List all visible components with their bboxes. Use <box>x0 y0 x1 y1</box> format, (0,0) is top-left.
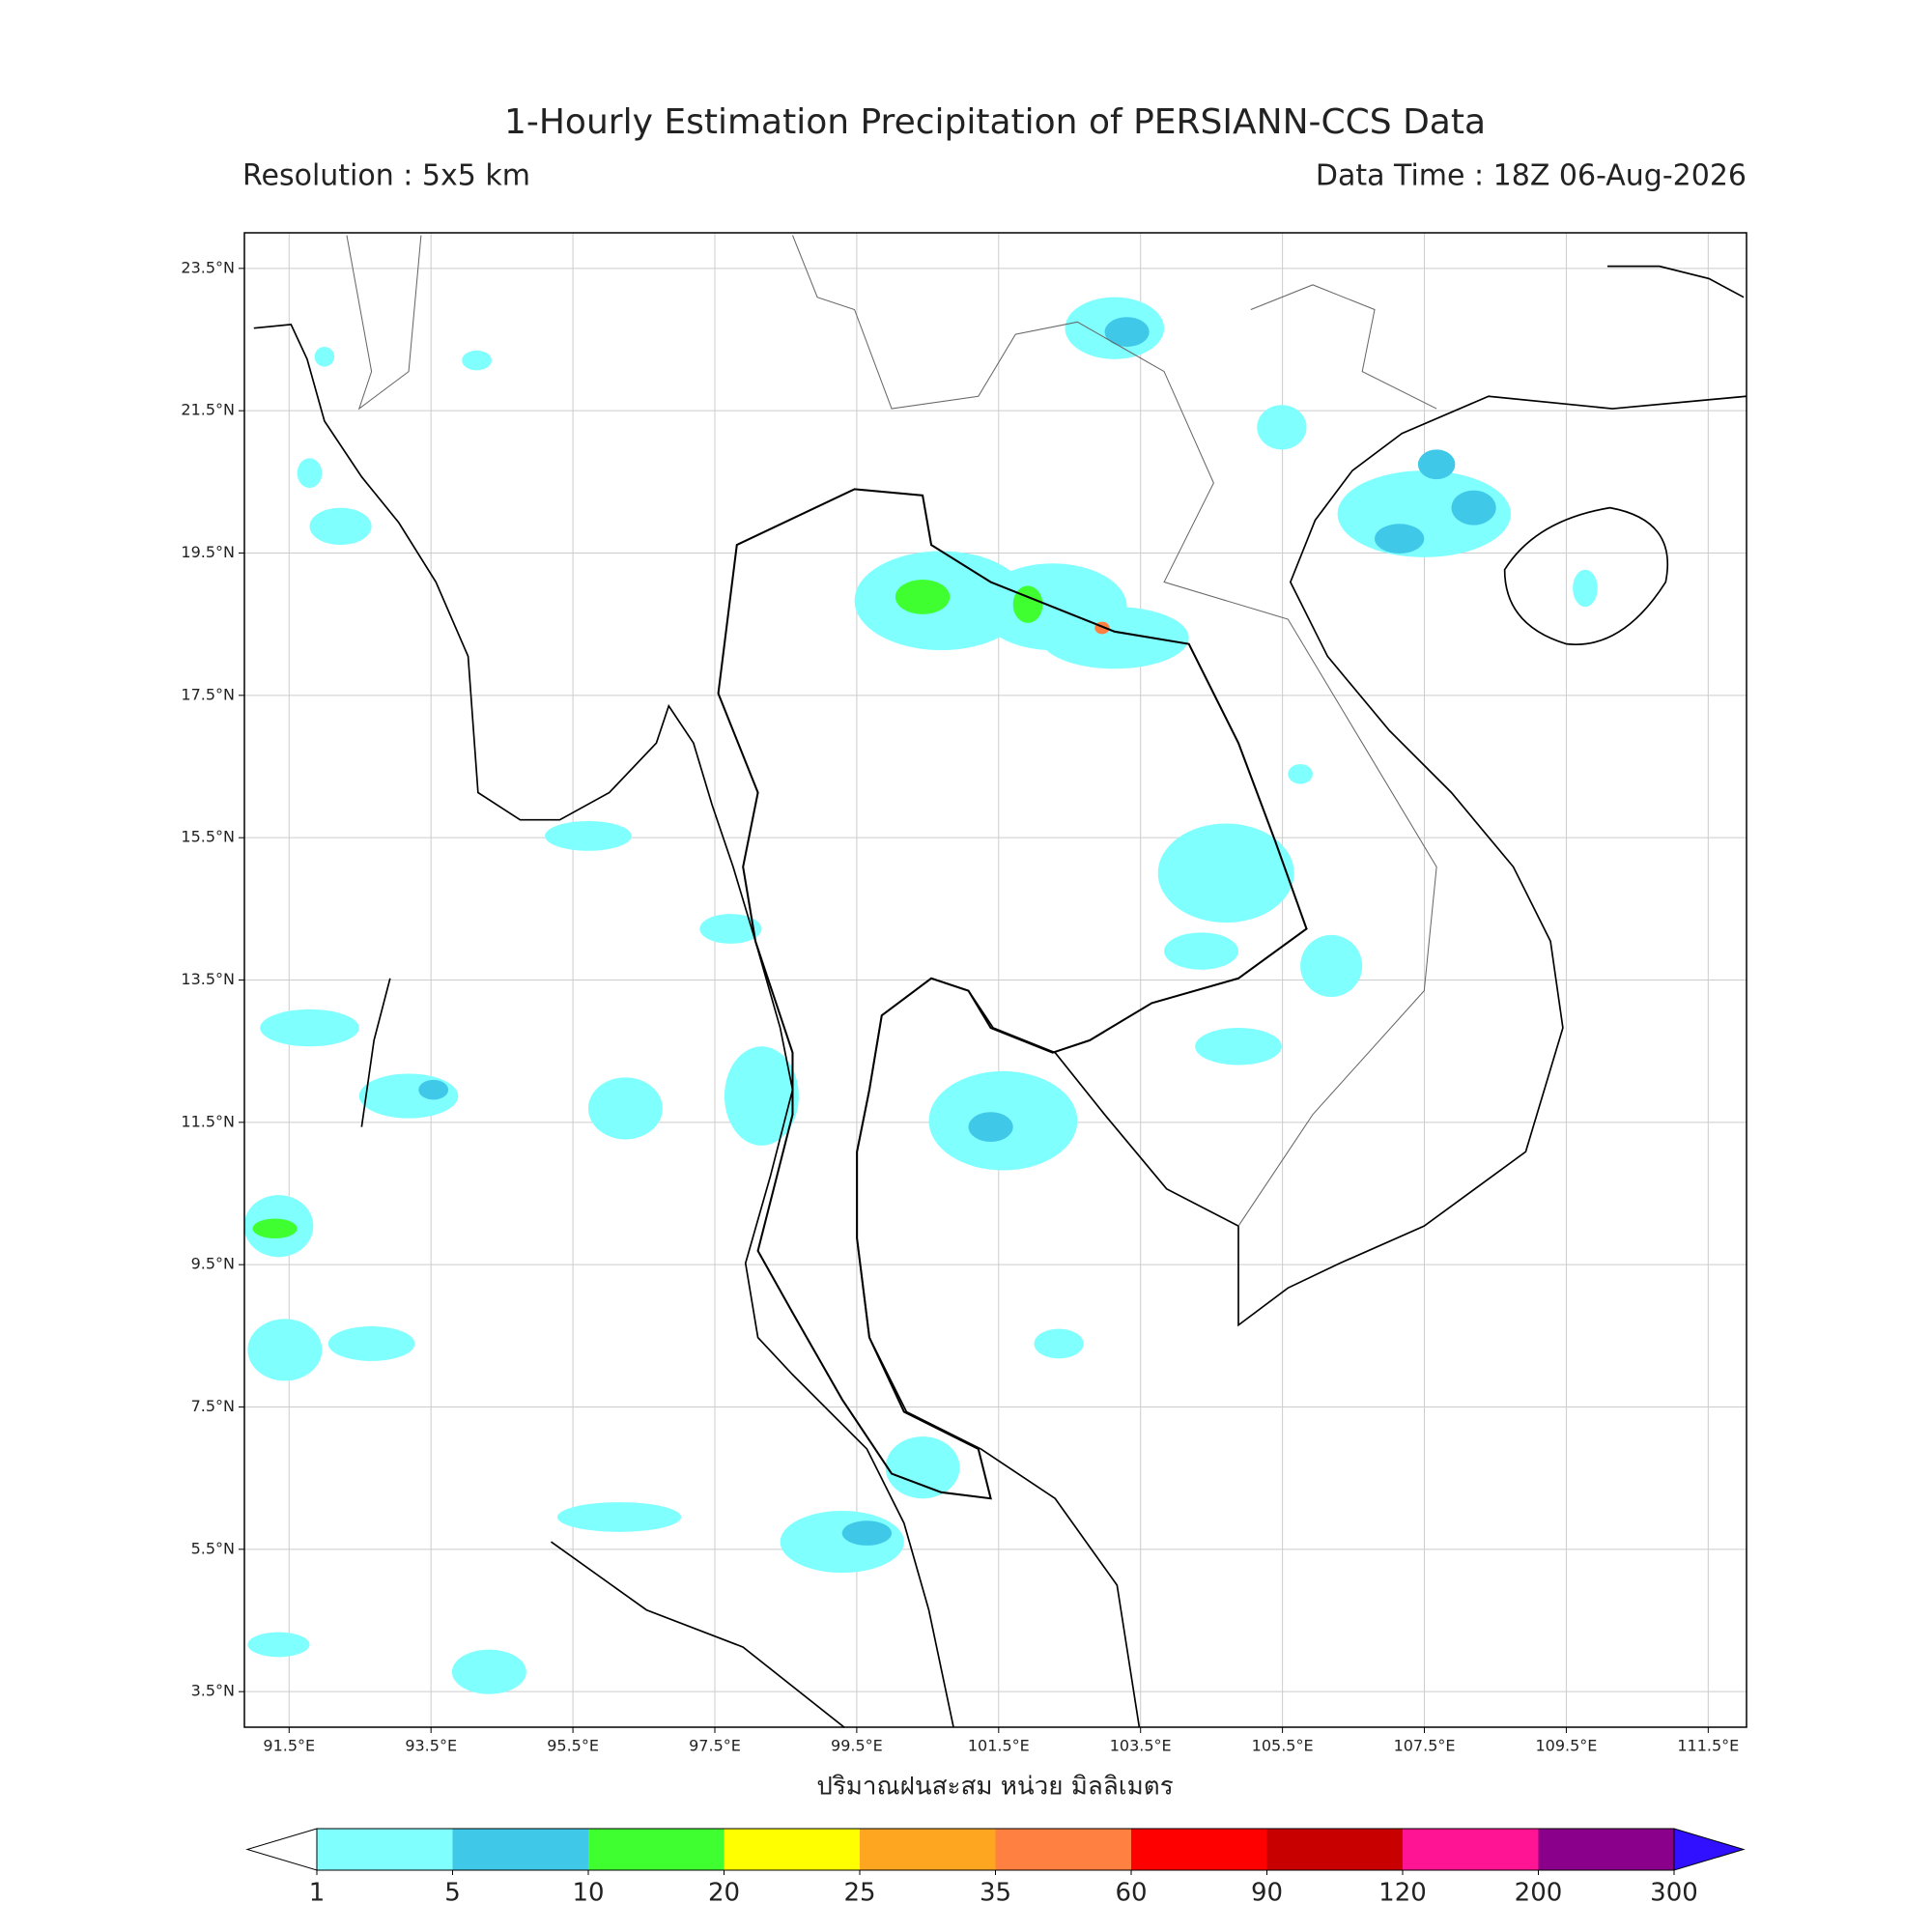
colorbar-label: 20 <box>708 1879 740 1908</box>
x-tick-label: 105.5°E <box>1252 1737 1314 1755</box>
colorbar-label: 120 <box>1378 1879 1427 1908</box>
y-tick-label: 11.5°N <box>181 1112 235 1130</box>
colorbar-segment <box>588 1829 724 1870</box>
resolution: Resolution : 5x5 km <box>242 159 530 193</box>
colorbar-segment <box>995 1829 1131 1870</box>
y-tick-label: 7.5°N <box>191 1397 235 1415</box>
x-tick-label: 109.5°E <box>1535 1737 1597 1755</box>
colorbar-label: 5 <box>444 1879 461 1908</box>
colorbar-segment <box>1403 1829 1539 1870</box>
colorbar-label: 1 <box>309 1879 326 1908</box>
colorbar-segment <box>724 1829 860 1870</box>
colorbar-segment <box>317 1829 453 1870</box>
colorbar-segment <box>1538 1829 1674 1870</box>
boundaries <box>253 235 1747 1729</box>
precipitation <box>243 297 1598 1694</box>
y-tick-label: 3.5°N <box>191 1682 235 1700</box>
title: 1-Hourly Estimation Precipitation of PER… <box>504 102 1486 142</box>
y-tick-label: 19.5°N <box>181 543 235 561</box>
y-tick-label: 15.5°N <box>181 828 235 846</box>
y-tick-label: 13.5°N <box>181 970 235 988</box>
y-tick-label: 9.5°N <box>191 1255 235 1273</box>
colorbar-label: 300 <box>1650 1879 1698 1908</box>
colorbar-over <box>1673 1828 1746 1871</box>
colorbar: 1 5 10 20 25 35 60 90 120 200 300 <box>245 1828 1746 1908</box>
x-tick-label: 107.5°E <box>1394 1737 1456 1755</box>
y-tick-label: 5.5°N <box>191 1539 235 1557</box>
x-axis-label: ปริมาณฝนสะสม หน่วย มิลลิเมตร <box>816 1773 1173 1802</box>
colorbar-under <box>245 1828 318 1871</box>
x-tick-label: 93.5°E <box>405 1737 457 1755</box>
y-tick-label: 17.5°N <box>181 685 235 703</box>
colorbar-segment <box>1266 1829 1403 1870</box>
x-tick-label: 97.5°E <box>689 1737 741 1755</box>
colorbar-label: 60 <box>1115 1879 1147 1908</box>
x-tick-label: 103.5°E <box>1110 1737 1172 1755</box>
colorbar-segment <box>452 1829 588 1870</box>
x-tick-label: 95.5°E <box>547 1737 599 1755</box>
colorbar-segment <box>860 1829 996 1870</box>
colorbar-label: 25 <box>843 1879 875 1908</box>
x-tick-label: 101.5°E <box>968 1737 1030 1755</box>
colorbar-label: 90 <box>1251 1879 1283 1908</box>
x-tick-label: 91.5°E <box>263 1737 315 1755</box>
colorbar-label: 200 <box>1515 1879 1563 1908</box>
y-tick-label: 23.5°N <box>181 258 235 276</box>
data-time: Data Time : 18Z 06-Aug-2026 <box>1316 159 1747 193</box>
x-tick-label: 111.5°E <box>1677 1737 1739 1755</box>
colorbar-label: 10 <box>572 1879 604 1908</box>
colorbar-label: 35 <box>980 1879 1011 1908</box>
y-tick-label: 21.5°N <box>181 401 235 419</box>
x-tick-label: 99.5°E <box>831 1737 883 1755</box>
grid <box>244 233 1747 1727</box>
colorbar-segment <box>1131 1829 1267 1870</box>
